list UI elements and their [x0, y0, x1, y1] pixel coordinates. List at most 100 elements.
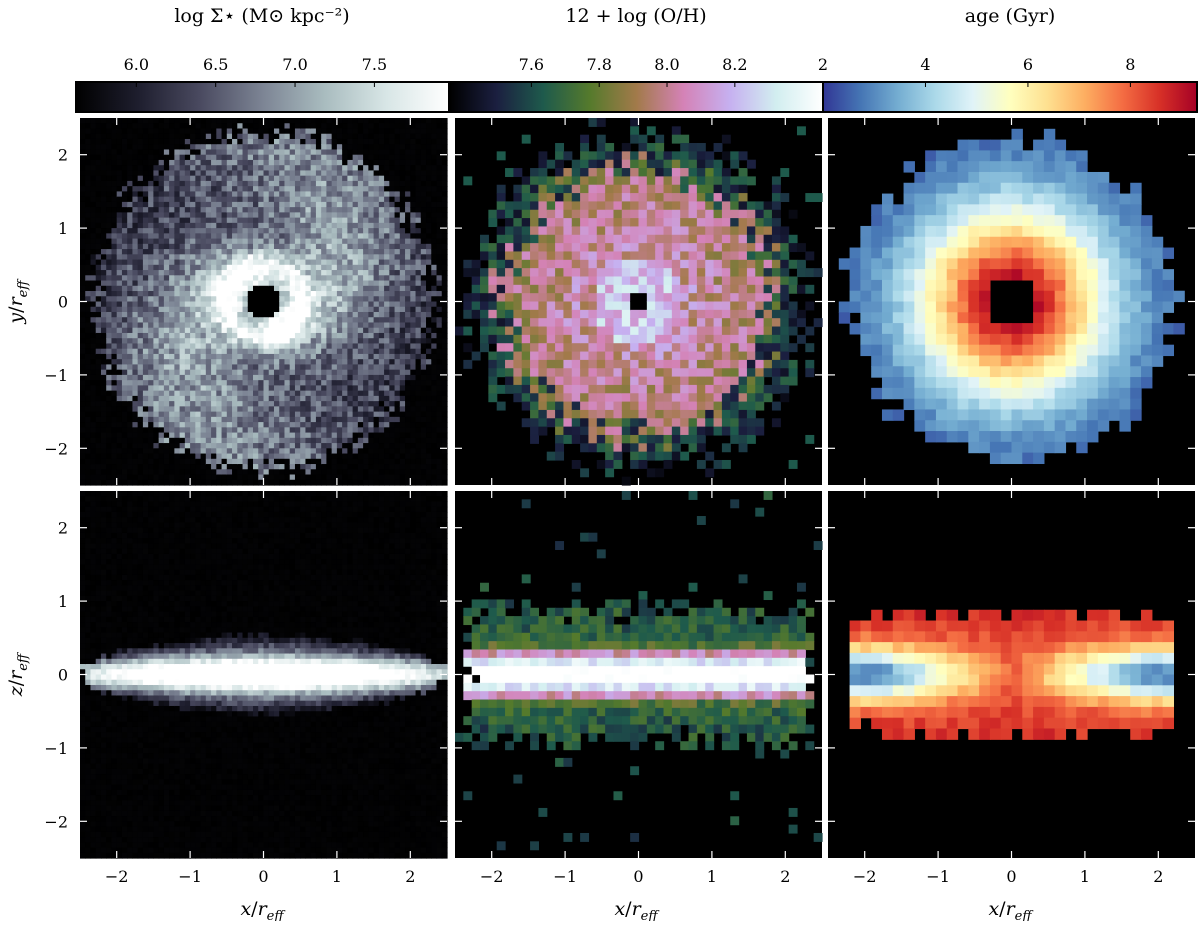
- map-cell: [85, 165, 91, 171]
- map-cell: [279, 459, 285, 465]
- map-cell: [274, 375, 280, 381]
- map-cell: [138, 396, 144, 402]
- map-cell: [405, 296, 411, 302]
- map-cell: [321, 197, 327, 203]
- map-cell: [106, 197, 112, 203]
- map-cell: [347, 343, 353, 349]
- map-cell: [190, 443, 196, 449]
- map-cell: [311, 218, 317, 224]
- map-cell: [164, 469, 170, 475]
- map-cell: [311, 228, 317, 234]
- map-cell: [127, 170, 133, 176]
- map-cell: [316, 349, 322, 355]
- map-cell: [405, 370, 411, 376]
- map-cell: [279, 149, 285, 155]
- map-cell: [279, 181, 285, 187]
- map-cell: [148, 322, 154, 328]
- map-cell: [180, 370, 186, 376]
- map-cell: [284, 160, 290, 166]
- map-cell: [290, 370, 296, 376]
- map-cell: [389, 302, 395, 308]
- map-cell: [389, 448, 395, 454]
- map-cell: [426, 254, 432, 260]
- map-cell: [180, 322, 186, 328]
- map-cell: [321, 438, 327, 444]
- map-cell: [332, 128, 338, 134]
- map-cell: [90, 475, 96, 481]
- map-cell: [405, 160, 411, 166]
- map-cell: [374, 317, 380, 323]
- map-cell: [363, 239, 369, 245]
- map-cell: [132, 244, 138, 250]
- map-cell: [389, 406, 395, 412]
- map-cell: [321, 328, 327, 334]
- map-cell: [347, 443, 353, 449]
- map-cell: [426, 212, 432, 218]
- map-cell: [405, 464, 411, 470]
- map-cell: [85, 312, 91, 318]
- map-cell: [311, 343, 317, 349]
- map-cell: [243, 417, 249, 423]
- map-cell: [85, 417, 91, 423]
- map-cell: [410, 155, 416, 161]
- map-cell: [253, 202, 259, 208]
- map-cell: [284, 448, 290, 454]
- map-cell: [227, 181, 233, 187]
- map-cell: [237, 312, 243, 318]
- map-cell: [195, 469, 201, 475]
- map-cell: [206, 128, 212, 134]
- map-cell: [201, 312, 207, 318]
- map-cell: [253, 228, 259, 234]
- map-cell: [368, 370, 374, 376]
- map-cell: [300, 275, 306, 281]
- map-cell: [159, 427, 165, 433]
- map-cell: [274, 270, 280, 276]
- map-cell: [258, 401, 264, 407]
- map-cell: [143, 128, 149, 134]
- map-cell: [164, 260, 170, 266]
- map-cell: [190, 349, 196, 355]
- map-cell: [400, 254, 406, 260]
- map-cell: [159, 380, 165, 386]
- map-cell: [368, 302, 374, 308]
- map-cell: [488, 276, 497, 285]
- map-cell: [127, 244, 133, 250]
- map-cell: [248, 333, 254, 339]
- map-cell: [237, 427, 243, 433]
- map-cell: [410, 134, 416, 140]
- map-cell: [358, 385, 364, 391]
- map-cell: [410, 385, 416, 391]
- map-cell: [253, 422, 259, 428]
- map-cell: [159, 375, 165, 381]
- map-cell: [243, 139, 249, 145]
- map-cell: [332, 170, 338, 176]
- map-cell: [96, 123, 102, 129]
- map-cell: [332, 207, 338, 213]
- map-cell: [400, 207, 406, 213]
- map-cell: [274, 176, 280, 182]
- map-cell: [253, 333, 259, 339]
- map-cell: [132, 427, 138, 433]
- map-cell: [368, 354, 374, 360]
- map-cell: [195, 359, 201, 365]
- map-cell: [96, 475, 102, 481]
- map-cell: [431, 176, 437, 182]
- map-cell: [347, 207, 353, 213]
- map-cell: [416, 469, 422, 475]
- map-cell: [80, 427, 86, 433]
- map-cell: [368, 139, 374, 145]
- map-cell: [248, 170, 254, 176]
- map-cell: [90, 396, 96, 402]
- map-cell: [106, 265, 112, 271]
- map-cell: [195, 417, 201, 423]
- map-cell: [384, 228, 390, 234]
- map-cell: [180, 380, 186, 386]
- map-cell: [117, 417, 123, 423]
- map-cell: [127, 286, 133, 292]
- map-cell: [379, 139, 385, 145]
- map-cell: [363, 249, 369, 255]
- map-cell: [363, 338, 369, 344]
- map-cell: [290, 286, 296, 292]
- map-cell: [421, 254, 427, 260]
- map-cell: [426, 228, 432, 234]
